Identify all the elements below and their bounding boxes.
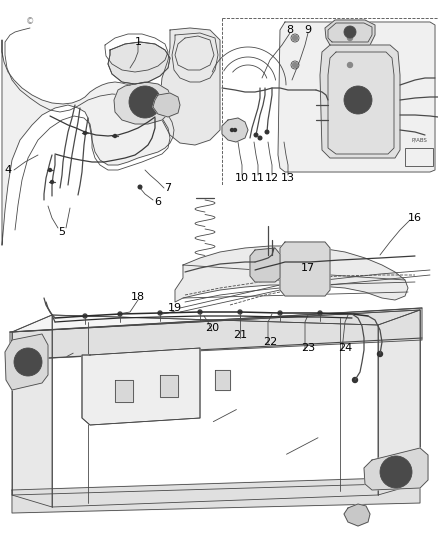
Text: 7: 7 [164,183,172,193]
Circle shape [84,132,86,134]
Circle shape [258,136,262,140]
Polygon shape [378,310,420,495]
Circle shape [158,311,162,315]
Circle shape [380,456,412,488]
Circle shape [118,312,122,316]
Polygon shape [153,93,180,117]
Text: 9: 9 [304,25,311,35]
Polygon shape [115,380,133,402]
Circle shape [238,310,242,314]
Text: 6: 6 [155,197,162,207]
Text: 12: 12 [265,173,279,183]
Polygon shape [12,315,52,507]
Circle shape [230,128,233,132]
Text: 18: 18 [131,292,145,302]
Circle shape [347,62,353,68]
Polygon shape [280,242,330,296]
Circle shape [49,168,52,172]
Polygon shape [325,20,375,45]
Polygon shape [344,504,370,526]
Bar [405,148,433,166]
Polygon shape [82,348,200,425]
Circle shape [347,36,353,41]
Polygon shape [114,82,172,124]
Text: 8: 8 [286,25,293,35]
Text: 4: 4 [4,165,11,175]
Polygon shape [250,248,280,282]
Circle shape [140,97,150,107]
Circle shape [233,128,237,132]
Polygon shape [108,42,170,84]
Text: 20: 20 [205,323,219,333]
Text: P/ABS: P/ABS [411,138,427,142]
Text: 17: 17 [301,263,315,273]
Polygon shape [5,334,48,390]
Circle shape [50,181,53,183]
Circle shape [129,86,161,118]
Text: ©: © [26,18,34,27]
Circle shape [353,377,357,383]
Polygon shape [12,477,420,513]
Circle shape [254,133,258,137]
Text: 11: 11 [251,173,265,183]
Polygon shape [160,28,220,145]
Polygon shape [12,310,420,332]
Polygon shape [160,375,178,397]
Polygon shape [175,246,408,302]
Text: 23: 23 [301,343,315,353]
Circle shape [293,36,297,41]
Polygon shape [320,45,400,158]
Circle shape [344,26,356,38]
Text: 13: 13 [281,173,295,183]
Circle shape [83,314,87,318]
Polygon shape [278,22,435,172]
Circle shape [318,311,322,315]
Text: 19: 19 [168,303,182,313]
Polygon shape [364,448,428,490]
Text: 24: 24 [338,343,352,353]
Circle shape [113,134,117,138]
Circle shape [278,311,282,315]
Text: 22: 22 [263,337,277,347]
Circle shape [198,310,202,314]
Circle shape [293,62,297,68]
Polygon shape [10,308,422,360]
Circle shape [14,348,42,376]
Text: 1: 1 [134,37,141,47]
Circle shape [138,185,142,189]
Circle shape [378,351,382,357]
Circle shape [265,130,269,134]
Text: 5: 5 [59,227,66,237]
Text: 21: 21 [233,330,247,340]
Polygon shape [2,40,174,245]
Text: 10: 10 [235,173,249,183]
Text: 16: 16 [408,213,422,223]
Circle shape [344,86,372,114]
Polygon shape [215,370,230,390]
Polygon shape [222,118,248,142]
